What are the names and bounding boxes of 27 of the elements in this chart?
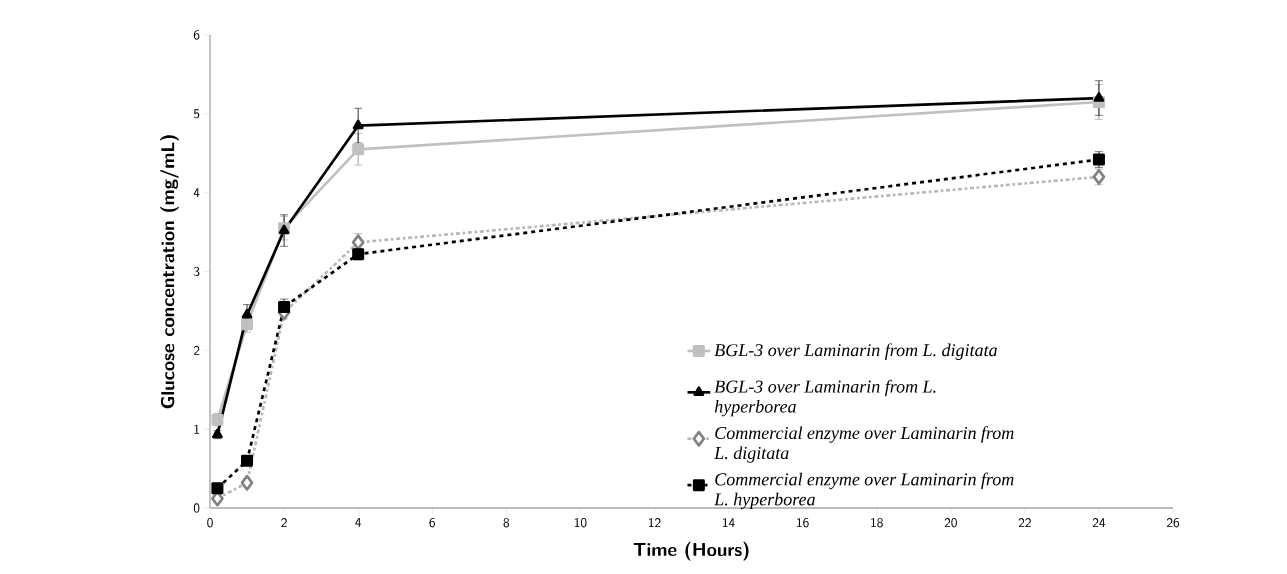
x-tick-label: 22	[1018, 518, 1031, 528]
x-tick-label: 16	[797, 518, 809, 528]
x-tick-label: 10	[574, 518, 587, 528]
legend-label: Commercial enzyme over Laminarin from L. digitata	[714, 426, 1014, 463]
x-tick-label: 18	[871, 518, 883, 528]
legend-label: BGL-3 over Laminarin from L. digitata	[714, 343, 997, 360]
x-axis-title: Time (Hours)	[633, 541, 749, 561]
y-tick-label: 5	[193, 109, 200, 119]
y-tick-label: 3	[193, 266, 200, 277]
x-tick-label: 2	[281, 518, 287, 528]
y-tick-label: 1	[194, 424, 199, 434]
y-tick-label: 6	[193, 30, 200, 40]
y-axis-title: Glucose concentration (mg/mL)	[160, 135, 179, 409]
legend-label: Commercial enzyme over Laminarin from L. hyperborea	[714, 472, 1014, 510]
x-tick-label: 14	[723, 518, 735, 528]
y-tick-label: 0	[193, 503, 200, 513]
x-tick-label: 8	[503, 518, 510, 528]
x-tick-label: 26	[1166, 518, 1180, 528]
x-tick-label: 24	[1092, 518, 1106, 528]
x-tick-label: 6	[429, 518, 436, 528]
x-tick-label: 0	[207, 518, 213, 528]
y-tick-label: 2	[193, 345, 200, 355]
x-tick-label: 12	[649, 518, 661, 528]
x-tick-label: 4	[355, 518, 362, 527]
legend-label: BGL-3 over Laminarin from L. hyperborea	[714, 379, 936, 417]
x-tick-label: 20	[944, 518, 957, 528]
y-tick-label: 4	[193, 188, 200, 198]
